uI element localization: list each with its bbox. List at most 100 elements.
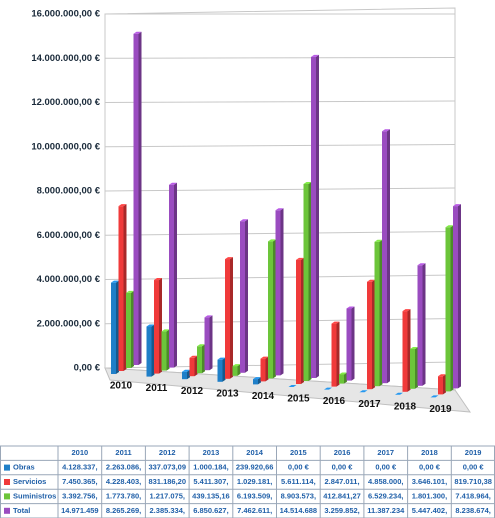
- table-cell: 1.029.181,: [237, 477, 272, 486]
- bar-top: [154, 278, 162, 281]
- bar-side: [407, 309, 411, 392]
- bar: [339, 374, 344, 384]
- table-cell: 14.514.688: [280, 506, 318, 515]
- bar-side: [351, 306, 355, 381]
- bar-top: [339, 372, 347, 375]
- bar-side: [379, 239, 383, 387]
- bar-top: [268, 239, 276, 242]
- table-cell: 831.186,20: [148, 477, 186, 486]
- bar: [402, 311, 408, 392]
- y-tick-label: 8.000.000,00 €: [37, 186, 101, 197]
- bar: [253, 379, 258, 385]
- table-cell: 6.193.509,: [237, 491, 272, 500]
- bar: [311, 56, 316, 379]
- bar: [197, 346, 202, 374]
- table-cell: 3.259.852,: [324, 506, 359, 515]
- bar: [111, 282, 116, 374]
- bar-side: [336, 321, 340, 387]
- bar: [417, 265, 423, 386]
- table-cell: 5.447.402,: [412, 506, 447, 515]
- bar: [161, 331, 167, 371]
- bar-top: [296, 257, 304, 260]
- bar: [374, 241, 380, 387]
- bar: [268, 241, 273, 379]
- bar-top: [410, 346, 418, 349]
- table-header: 2012: [159, 448, 176, 457]
- bar: [169, 184, 174, 368]
- bar: [367, 281, 372, 390]
- table-cell: 6.850.627,: [193, 506, 228, 515]
- bar: [118, 206, 124, 371]
- x-tick-label: 2010: [110, 381, 133, 392]
- bar-top: [445, 225, 454, 228]
- bar: [445, 227, 451, 392]
- bar: [225, 259, 230, 379]
- bar-top: [367, 279, 375, 282]
- bar: [410, 348, 415, 389]
- legend-key: [4, 493, 10, 500]
- table-cell: 337.073,09: [148, 463, 186, 472]
- bar-side: [273, 239, 276, 379]
- table-cell: 1.801.300,: [412, 491, 447, 500]
- table-header: 2015: [290, 448, 307, 457]
- x-tick-label: 2017: [358, 399, 381, 410]
- bar-top: [126, 290, 134, 293]
- table-cell: 819.710,38: [454, 477, 492, 486]
- table-cell: 11.387.234: [367, 506, 405, 515]
- table-cell: 8.265.269,: [106, 506, 141, 515]
- table-cell: 14.971.459: [61, 506, 99, 515]
- table-cell: 2.263.086,: [106, 463, 141, 472]
- table-cell: 3.392.756,: [62, 491, 97, 500]
- legend-key: [4, 479, 10, 485]
- y-tick-label: 2.000.000,00 €: [37, 318, 101, 329]
- table-cell: 4.128.337,: [62, 463, 97, 472]
- table-cell: 8.238.674,: [455, 506, 490, 515]
- bar-side: [166, 329, 170, 371]
- bar: [154, 280, 159, 374]
- table-cell: 1.217.075,: [150, 491, 185, 500]
- bar-top: [395, 392, 403, 395]
- bar: [146, 326, 152, 377]
- table-header: 2019: [465, 448, 482, 457]
- bar-top: [161, 329, 170, 332]
- table-header: 2016: [334, 448, 351, 457]
- table-header: 2011: [115, 448, 131, 457]
- bar-top: [182, 369, 190, 372]
- bar: [382, 131, 387, 384]
- bar-top: [382, 129, 390, 132]
- bar: [453, 206, 458, 389]
- bar-top: [359, 390, 368, 393]
- bar-top: [430, 395, 439, 398]
- bar-top: [111, 280, 119, 283]
- bar-side: [116, 280, 119, 374]
- bar-side: [344, 372, 347, 384]
- table-header: 2013: [203, 448, 220, 457]
- bar-side: [415, 346, 418, 389]
- bar-top: [260, 356, 269, 359]
- x-tick-label: 2015: [287, 394, 310, 405]
- grid-line: [104, 144, 456, 148]
- bar: [240, 221, 245, 373]
- table-cell: 4.228.403,: [106, 477, 141, 486]
- bar: [217, 359, 223, 382]
- bar-top: [232, 364, 241, 367]
- bar-top: [331, 321, 340, 324]
- x-tick-label: 2014: [252, 391, 275, 402]
- bar-top: [146, 324, 155, 327]
- table-cell: 7.418.964,: [455, 491, 490, 500]
- bar-top: [118, 204, 127, 207]
- y-tick-label: 10.000.000,00 €: [31, 141, 100, 152]
- table-header: 2014: [246, 448, 264, 457]
- bar-side: [258, 377, 261, 385]
- bar-top: [204, 315, 213, 318]
- table-header: 2018: [421, 448, 438, 457]
- bar: [126, 292, 131, 368]
- table-cell: 2.847.011,: [325, 477, 360, 486]
- bar-top: [453, 204, 461, 207]
- grid-line: [104, 187, 456, 192]
- bar-top: [217, 357, 226, 360]
- bar-side: [209, 315, 213, 371]
- bar-side: [138, 31, 142, 365]
- bar-side: [187, 369, 190, 380]
- grid-line: [104, 100, 456, 103]
